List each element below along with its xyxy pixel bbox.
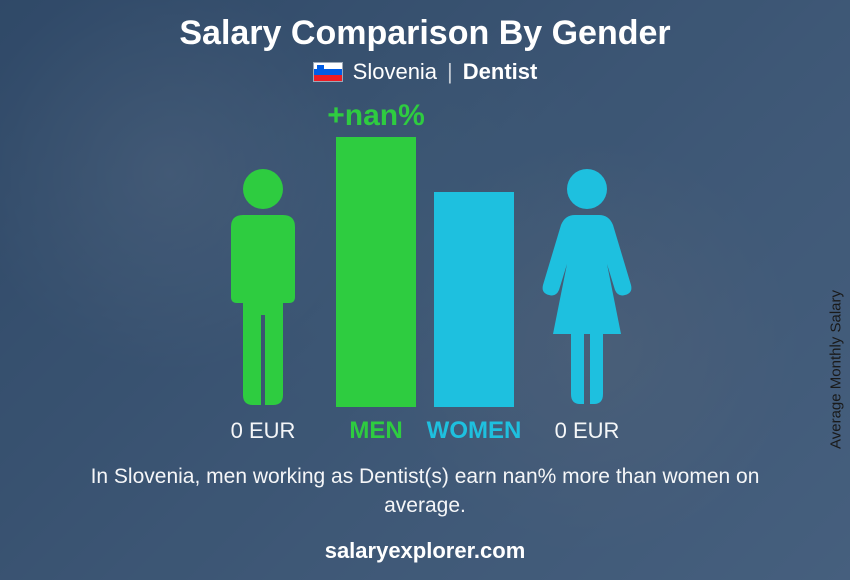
slovenia-flag-icon [313,62,343,82]
page-title: Salary Comparison By Gender [179,14,670,53]
job-label: Dentist [463,59,538,85]
separator: | [447,59,453,85]
male-icon [208,147,318,407]
women-bar-column [434,192,514,407]
subtitle-row: Slovenia | Dentist [313,59,538,85]
infographic-content: Salary Comparison By Gender Slovenia | D… [0,0,850,580]
footer-source: salaryexplorer.com [325,538,526,564]
women-icon-column [532,147,642,407]
men-label: MEN [336,417,416,445]
women-salary-value: 0 EUR [532,418,642,444]
women-label: WOMEN [434,417,514,445]
men-salary-value: 0 EUR [208,418,318,444]
labels-row: 0 EUR MEN WOMEN 0 EUR [0,417,850,445]
country-label: Slovenia [353,59,437,85]
men-bar [336,137,416,407]
female-icon [532,147,642,407]
men-bar-column [336,137,416,407]
men-icon-column [208,147,318,407]
description-text: In Slovenia, men working as Dentist(s) e… [65,463,785,520]
pct-difference-label: +nan% [327,99,425,133]
y-axis-label: Average Monthly Salary [828,290,845,449]
women-bar [434,192,514,407]
chart-area: +nan% [0,95,850,407]
